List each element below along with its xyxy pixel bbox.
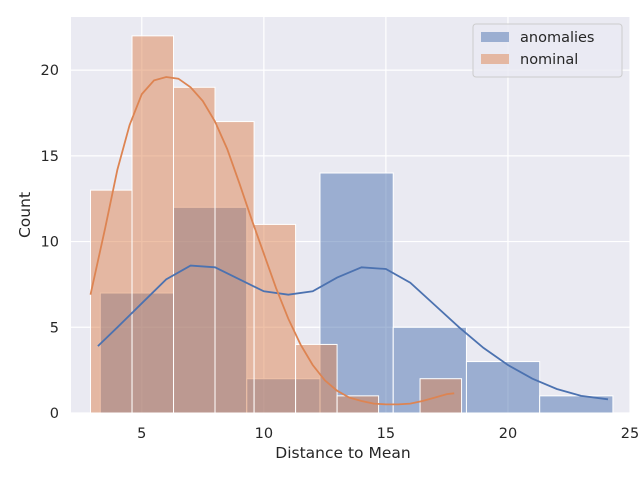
nominal-bar (214, 121, 255, 414)
nominal-bar (131, 35, 175, 414)
kde-curves (89, 76, 609, 406)
x-tick-label: 20 (499, 426, 517, 442)
nominal-bar (173, 86, 216, 414)
y-tick-labels: 0 5 10 15 20 (41, 63, 59, 422)
x-axis-label: Distance to Mean (275, 444, 410, 462)
y-axis-label: Count (16, 192, 34, 238)
legend-swatch-anomalies (481, 32, 509, 42)
legend-label-anomalies: anomalies (520, 30, 595, 46)
legend-swatch-nominal (481, 54, 509, 64)
nominal-bar (253, 223, 297, 414)
x-tick-label: 5 (137, 426, 146, 442)
y-tick-label: 5 (50, 320, 59, 336)
nominal-kde-line (89, 76, 455, 406)
x-tick-label: 10 (255, 426, 273, 442)
anomalies-kde-line (97, 264, 609, 401)
x-tick-label: 15 (377, 426, 395, 442)
legend-label-nominal: nominal (520, 52, 578, 68)
legend-box (472, 23, 623, 78)
x-tick-labels: 5 10 15 20 25 (137, 426, 639, 442)
y-tick-label: 0 (50, 406, 59, 422)
y-tick-label: 10 (41, 235, 59, 251)
legend: anomalies nominal (472, 23, 623, 78)
x-tick-label: 25 (621, 426, 639, 442)
anomalies-bar (465, 361, 541, 414)
nominal-bar (336, 395, 380, 414)
anomalies-bar (539, 395, 614, 414)
nominal-bar (295, 343, 338, 414)
nominal-bar (90, 189, 133, 414)
y-tick-label: 20 (41, 63, 59, 79)
y-tick-label: 15 (41, 149, 59, 165)
